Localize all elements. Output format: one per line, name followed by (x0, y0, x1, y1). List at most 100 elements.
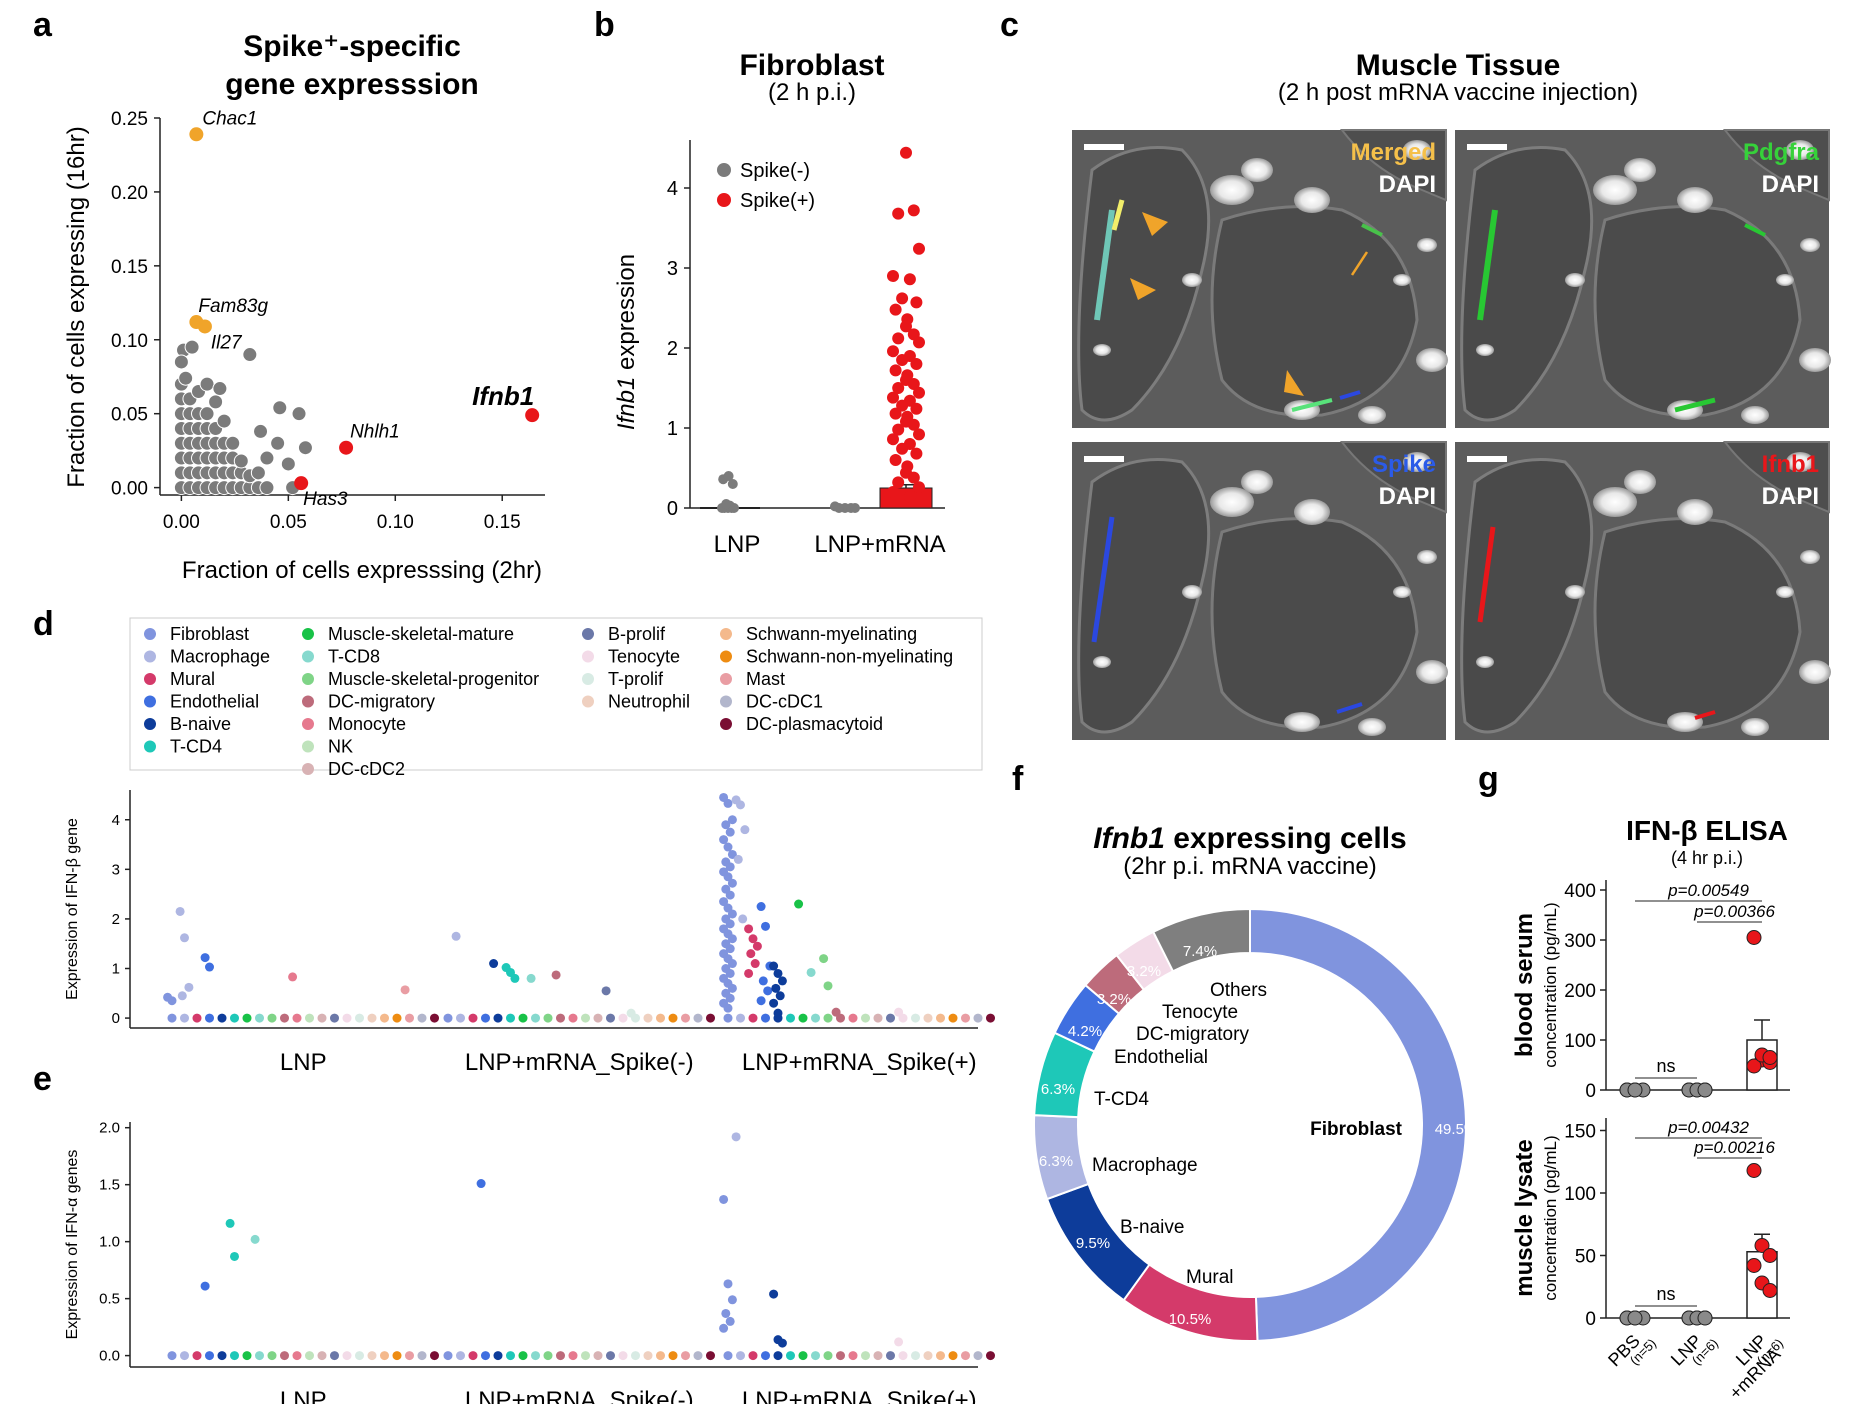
chart-d-point (723, 842, 733, 852)
chart-e-point (769, 1289, 779, 1299)
chart-b-point (896, 354, 909, 366)
chart-b-ytick-label: 2 (667, 338, 678, 360)
chart-d-point (280, 1013, 289, 1023)
chart-b-point (830, 501, 840, 512)
chart-d-point (405, 1013, 414, 1023)
chart-b-legend-label: Spike(-) (740, 160, 810, 182)
chart-g-pvalue: p=0.00366 (1693, 902, 1775, 921)
chart-a-point (242, 347, 258, 363)
chart-g-bottom-ylabel-unit: concentration (pg/mL) (1541, 1135, 1560, 1300)
chart-d-ytick-label: 2 (112, 911, 120, 928)
chart-d-point (727, 909, 737, 919)
legend-marker (144, 695, 156, 708)
donut-slice-fibroblast (1249, 907, 1467, 1342)
chart-d-point (668, 1013, 678, 1023)
chart-d-point (200, 953, 210, 963)
chart-d-point (727, 934, 737, 944)
scale-bar (1467, 144, 1507, 150)
chart-d-point (417, 1013, 427, 1023)
legend-marker (720, 718, 732, 730)
chart-e-point (973, 1351, 983, 1361)
chart-b-point (907, 204, 920, 217)
chart-d-group-label: LNP (280, 1049, 327, 1076)
chart-b-point (892, 476, 905, 489)
chart-e-point (392, 1351, 402, 1361)
chart-b-point (892, 423, 905, 436)
chart-e-point (798, 1351, 808, 1361)
chart-d-point (761, 1013, 770, 1023)
chart-e-point (761, 1351, 770, 1361)
chart-b-point (887, 433, 899, 446)
chart-b-point (889, 454, 902, 466)
chart-d-point (601, 986, 611, 996)
chart-e-point (225, 1218, 235, 1228)
legend-marker (302, 695, 314, 708)
chart-d-point (581, 1013, 590, 1023)
chart-e-point (618, 1351, 628, 1361)
chart-e-point (568, 1351, 578, 1361)
legend-marker (720, 695, 732, 708)
legend-marker (302, 718, 314, 730)
tile-label: Pdgfra (1743, 139, 1820, 166)
chart-e-ytick-label: 0.0 (99, 1348, 120, 1365)
chart-e-point (481, 1351, 490, 1361)
chart-e-point (719, 1194, 729, 1204)
chart-d-point (848, 1013, 858, 1023)
chart-g-top-ytick-label: 300 (1564, 931, 1596, 952)
chart-b-point (913, 336, 925, 349)
chart-b-point (903, 273, 916, 286)
chart-d-point (706, 1013, 715, 1023)
chart-a-ytick-label: 0.20 (111, 183, 148, 204)
chart-e-point (961, 1351, 970, 1361)
chart-g-point (1754, 1238, 1770, 1253)
chart-a-point (259, 480, 275, 496)
chart-d-point (568, 1013, 578, 1023)
chart-d-point (756, 902, 766, 912)
chart-b-point (889, 407, 902, 420)
chart-d-point (736, 800, 745, 810)
chart-e-point (230, 1351, 239, 1361)
chart-e-point (923, 1351, 933, 1361)
chart-e-point (723, 1351, 733, 1361)
chart-e-point (773, 1351, 783, 1361)
panel-d-legend-box (129, 617, 983, 771)
chart-b-point (910, 447, 923, 460)
chart-d-point (392, 1013, 402, 1023)
chart-g-subtitle: (4 hr p.i.) (1671, 848, 1743, 868)
chart-b-point (913, 481, 925, 494)
chart-e-point (823, 1351, 833, 1361)
chart-g-point (1762, 1050, 1778, 1065)
chart-e-point (898, 1351, 908, 1361)
chart-d-point (510, 973, 520, 983)
chart-a-gene-label: Ifnb1 (472, 381, 534, 411)
chart-b-point (910, 358, 923, 370)
chart-d-point (758, 976, 768, 986)
tile-label: Spike (1372, 451, 1436, 478)
arrow-marker (1350, 251, 1369, 276)
legend-marker (144, 740, 156, 753)
chart-e-point (736, 1351, 745, 1361)
chart-a-point (208, 394, 224, 410)
chart-a-point (291, 406, 307, 422)
legend-label: Fibroblast (170, 624, 249, 644)
legend-label: DC-cDC2 (328, 759, 405, 779)
chart-e-point (811, 1351, 820, 1361)
chart-d-point (769, 998, 779, 1008)
chart-d-point (986, 1013, 995, 1023)
chart-d-point (744, 968, 754, 978)
chart-b-legend-marker (717, 163, 731, 177)
chart-e-point (721, 1308, 731, 1318)
chart-g-top-ytick-label: 200 (1564, 981, 1596, 1002)
chart-d-point (727, 815, 737, 825)
panel-g-elisa: IFN-β ELISA (4 hr p.i.) 0 100 200 300 400 blo… (1511, 815, 1790, 1403)
arrowhead-marker (1142, 212, 1168, 236)
chart-e-point (727, 1295, 737, 1305)
chart-d-ytick-label: 1 (112, 961, 120, 978)
chart-d-point (752, 941, 762, 951)
chart-a-point (297, 440, 313, 456)
chart-a-point (233, 453, 249, 469)
chart-d-point (180, 1013, 189, 1023)
donut-category-label: Macrophage (1092, 1155, 1198, 1176)
chart-d-point (489, 959, 499, 969)
chart-d-point (948, 1013, 958, 1023)
